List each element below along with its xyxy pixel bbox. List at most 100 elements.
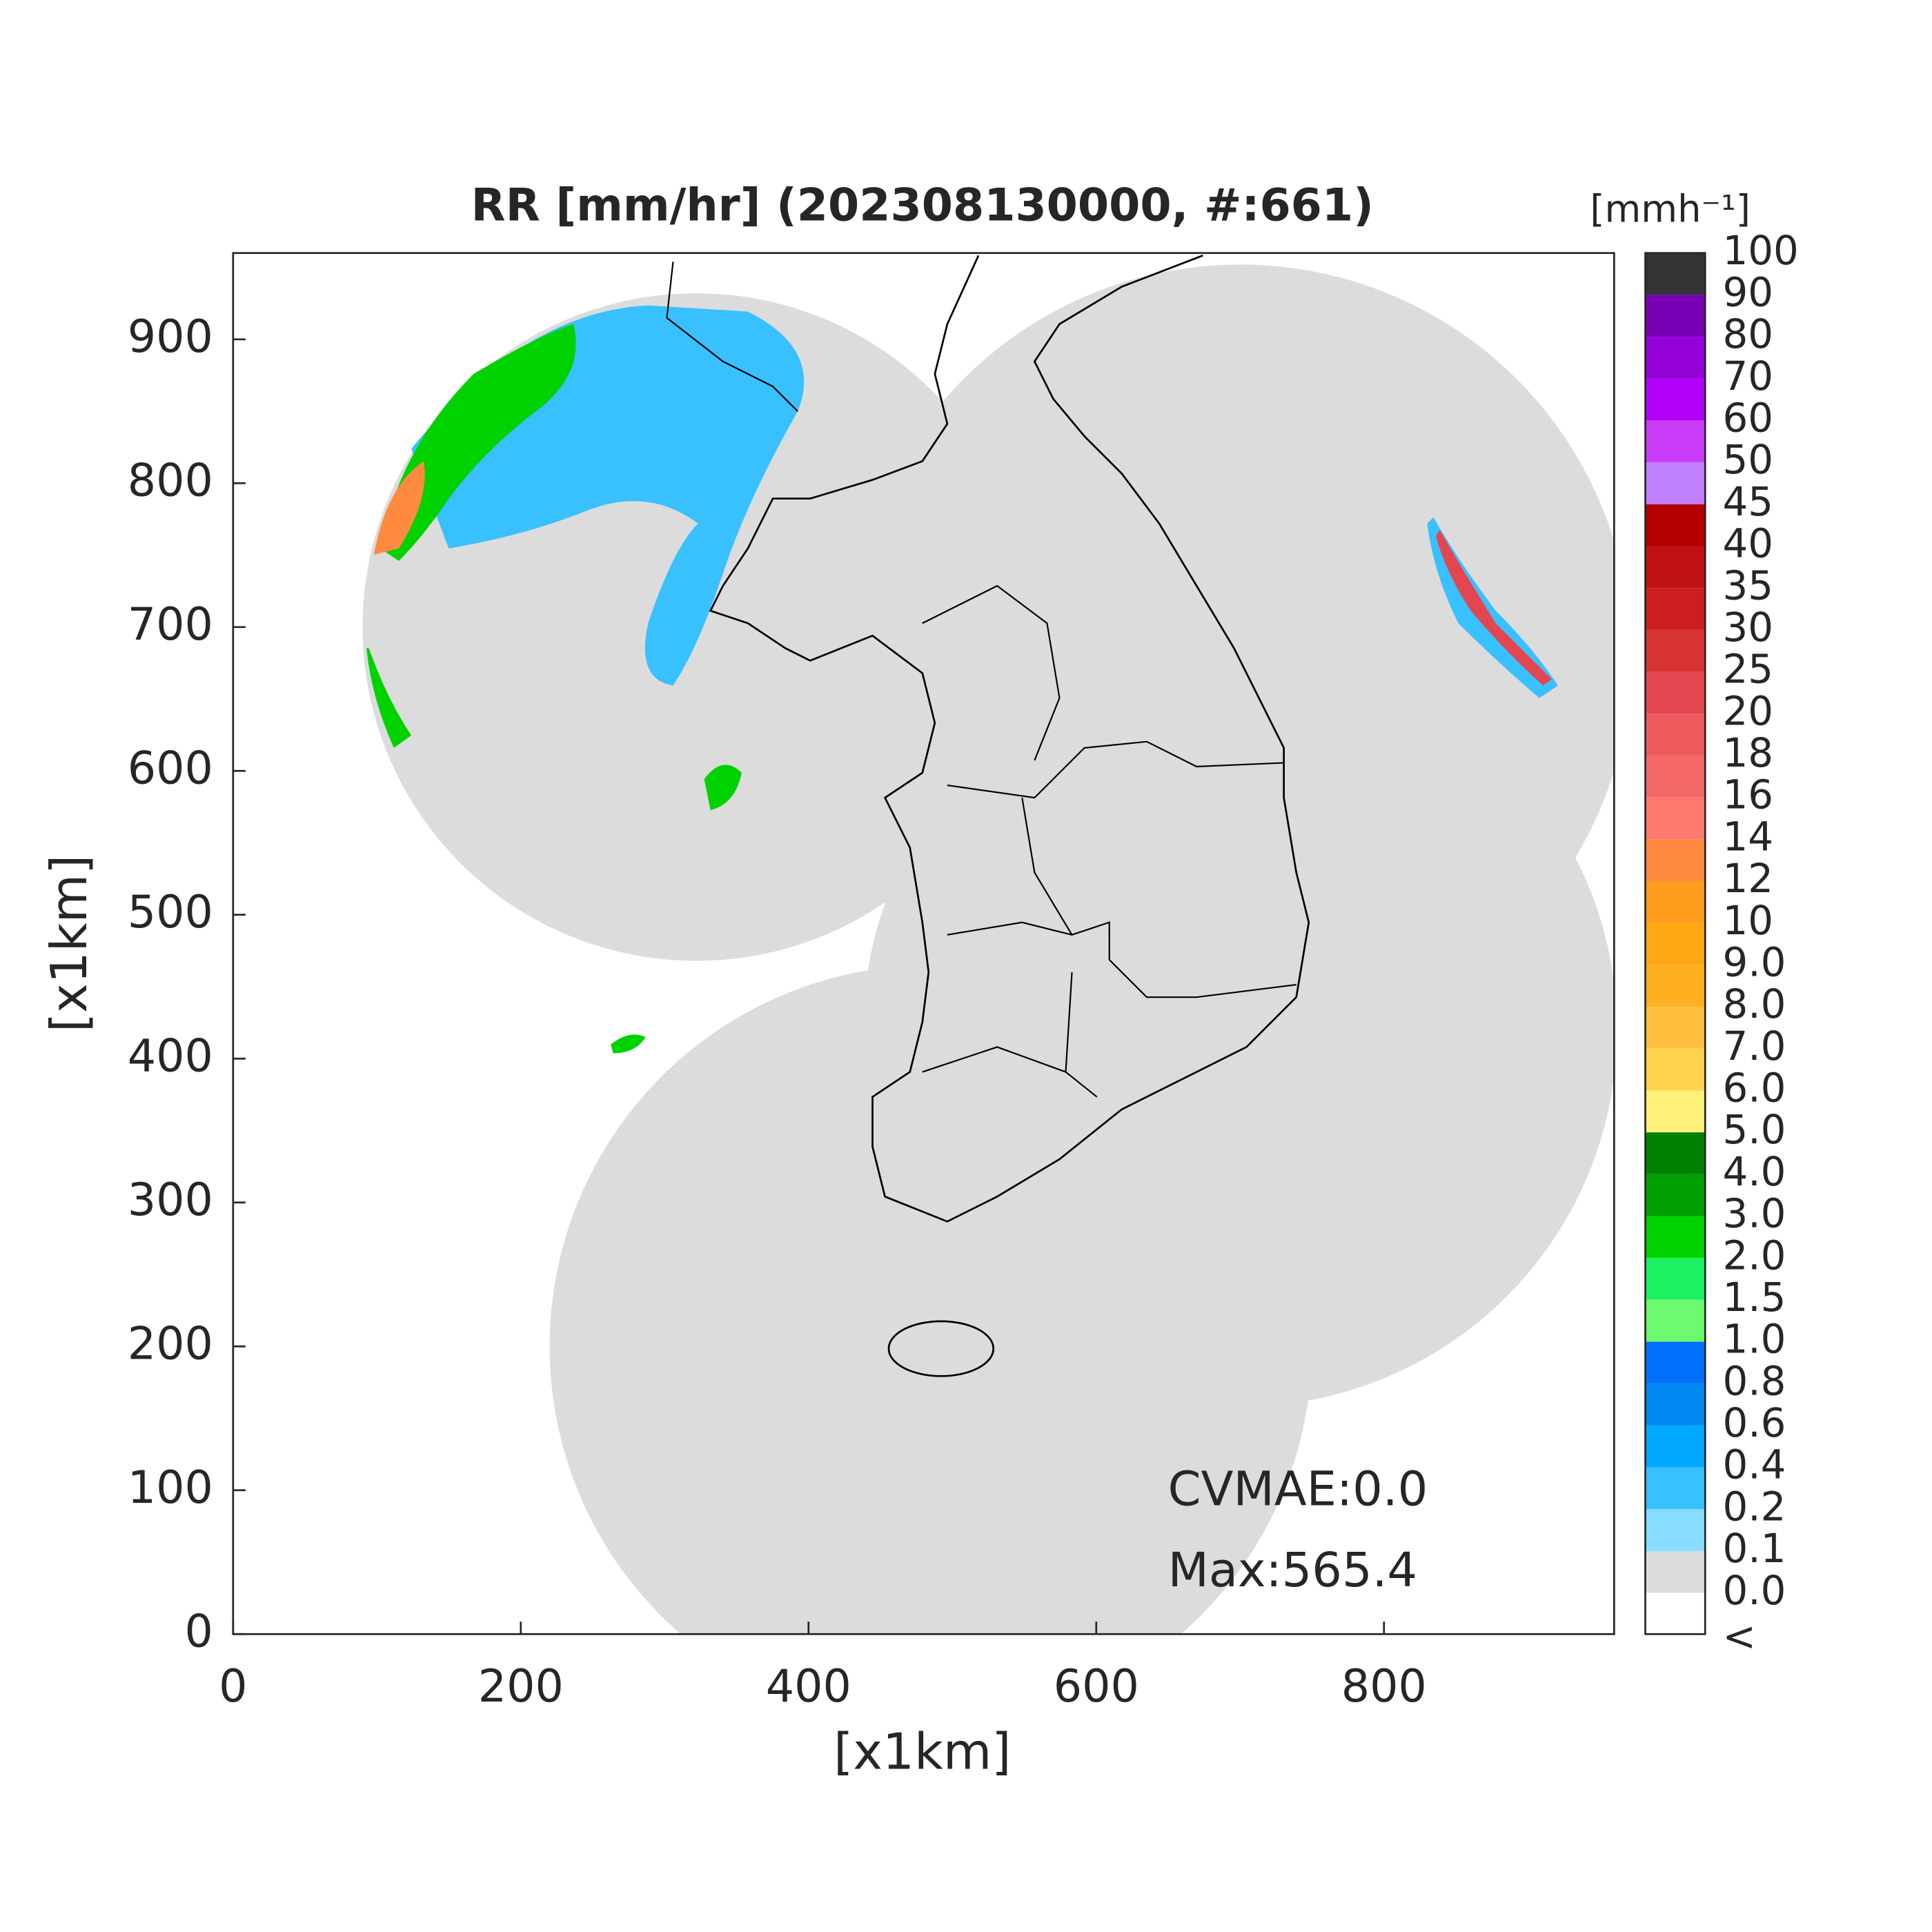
colorbar-tick-label: 0.6	[1723, 1399, 1786, 1446]
colorbar-tick-label: 45	[1723, 478, 1774, 525]
radar-coverage	[549, 965, 1312, 1635]
colorbar-segment	[1645, 337, 1706, 379]
colorbar-segment	[1645, 1509, 1706, 1551]
rain-area	[379, 324, 576, 561]
rain-area	[366, 648, 412, 748]
y-tick-label: 200	[128, 1318, 213, 1370]
y-tick-label: 100	[128, 1462, 213, 1514]
colorbar-tick-label: 4.0	[1723, 1148, 1786, 1195]
colorbar-tick-label: 100	[1723, 227, 1799, 274]
colorbar-segment	[1645, 880, 1706, 923]
colorbar-tick-label: 60	[1723, 395, 1774, 442]
rain-area	[704, 765, 742, 811]
colorbar-tick-label: 5.0	[1723, 1106, 1786, 1153]
y-tick-label: 600	[128, 742, 213, 794]
y-tick-label: 300	[128, 1174, 213, 1226]
colorbar-tick-label: 20	[1723, 687, 1774, 734]
colorbar-tick-label: 14	[1723, 813, 1774, 860]
colorbar-tick-label: 9.0	[1723, 938, 1786, 985]
island	[887, 1320, 995, 1377]
colorbar-segment	[1645, 1048, 1706, 1091]
colorbar-segment	[1645, 546, 1706, 589]
colorbar-tick-label: 12	[1723, 855, 1774, 902]
colorbar-segment	[1645, 839, 1706, 881]
colorbar-segment	[1645, 1550, 1706, 1593]
colorbar-segment	[1645, 1174, 1706, 1216]
colorbar-segment	[1645, 1425, 1706, 1468]
colorbar-tick-label: 0.8	[1723, 1357, 1786, 1404]
colorbar-tick-label: 30	[1723, 604, 1774, 651]
colorbar-segment	[1645, 1341, 1706, 1384]
chart-title: RR [mm/hr] (202308130000, #:661)	[471, 180, 1374, 232]
rain-area	[611, 1034, 646, 1054]
colorbar-segment	[1645, 797, 1706, 840]
x-tick-label: 400	[766, 1661, 851, 1713]
y-tick-label: 0	[185, 1606, 213, 1657]
colorbar-tick-label: 0.0	[1723, 1567, 1786, 1614]
colorbar-segment	[1645, 923, 1706, 965]
colorbar-tick-label: 1.0	[1723, 1316, 1786, 1363]
y-tick-label: 900	[128, 311, 213, 363]
colorbar-tick-label: 80	[1723, 310, 1774, 357]
colorbar-tick-label: 40	[1723, 520, 1774, 567]
x-tick-label: 200	[478, 1661, 564, 1713]
colorbar-segment	[1645, 378, 1706, 421]
y-axis-label: [x1km]	[41, 855, 99, 1032]
colorbar-tick-label: 3.0	[1723, 1190, 1786, 1237]
colorbar-segment	[1645, 295, 1706, 337]
colorbar-tick-label: 90	[1723, 269, 1774, 316]
y-tick-label: 800	[128, 455, 213, 506]
y-tick-label: 700	[128, 599, 213, 651]
colorbar-tick-label: 16	[1723, 771, 1774, 818]
x-tick-label: 600	[1054, 1661, 1139, 1713]
colorbar-segment	[1645, 1090, 1706, 1133]
colorbar-tick-label: 0.2	[1723, 1483, 1786, 1530]
colorbar-segment	[1645, 1007, 1706, 1049]
colorbar-segment	[1645, 629, 1706, 672]
colorbar-segment	[1645, 713, 1706, 756]
colorbar-tick-label: 18	[1723, 729, 1774, 776]
colorbar-tick-label: 50	[1723, 436, 1774, 483]
colorbar-segment	[1645, 1467, 1706, 1510]
x-axis-label: [x1km]	[834, 1723, 1011, 1781]
colorbar-tick-label: 0.1	[1723, 1525, 1786, 1572]
colorbar-segment	[1645, 671, 1706, 714]
colorbar-tick-label: 10	[1723, 897, 1774, 944]
colorbar-segment	[1645, 420, 1706, 463]
colorbar-segment	[1645, 1258, 1706, 1300]
rain-area	[1436, 529, 1552, 686]
map-features	[366, 255, 1559, 1377]
colorbar-tick-label: 8.0	[1723, 980, 1786, 1027]
coastline	[709, 255, 1310, 1223]
colorbar-segment	[1645, 504, 1706, 546]
colorbar-tick-label: 25	[1723, 646, 1774, 693]
x-tick-label: 800	[1341, 1661, 1427, 1713]
colorbar-segment	[1645, 1132, 1706, 1174]
colorbar-segment	[1645, 1383, 1706, 1426]
colorbar-segment	[1645, 462, 1706, 504]
plot-frame	[232, 252, 1615, 1635]
y-tick-label: 400	[128, 1030, 213, 1082]
colorbar-segment	[1645, 588, 1706, 630]
colorbar-frame	[1644, 252, 1706, 1635]
annotation: CVMAE:0.0	[1168, 1461, 1428, 1517]
colorbar-tick-label: 1.5	[1723, 1274, 1786, 1321]
colorbar-segment	[1645, 755, 1706, 798]
colorbar-tick-label: 35	[1723, 562, 1774, 609]
x-tick-label: 0	[219, 1661, 247, 1713]
colorbar-segment	[1645, 1299, 1706, 1342]
map-layer	[362, 264, 1615, 1635]
colorbar-segment	[1645, 965, 1706, 1007]
border	[666, 262, 1297, 1098]
colorbar-title: [mmh⁻¹]	[1590, 188, 1751, 231]
colorbar-tick-label: 7.0	[1723, 1023, 1786, 1070]
annotation: Max:565.4	[1168, 1543, 1417, 1598]
colorbar-segment	[1645, 1216, 1706, 1259]
colorbar-tick-label: 70	[1723, 353, 1774, 400]
colorbar-tick-label: 6.0	[1723, 1065, 1786, 1112]
colorbar-segment	[1645, 1593, 1706, 1635]
colorbar-tick-label: 2.0	[1723, 1232, 1786, 1279]
y-tick-label: 500	[128, 887, 213, 938]
colorbar-tick-label: 0.4	[1723, 1441, 1786, 1488]
